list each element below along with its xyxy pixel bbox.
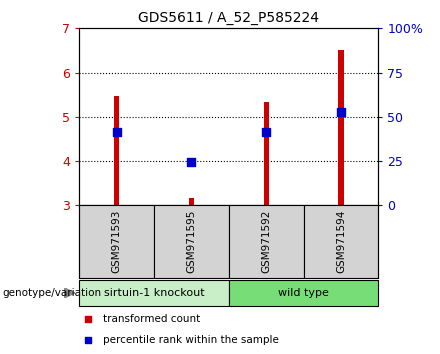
Bar: [229, 280, 378, 306]
Point: [188, 159, 195, 165]
Text: transformed count: transformed count: [103, 314, 200, 324]
Text: genotype/variation: genotype/variation: [2, 288, 101, 298]
Text: GSM971594: GSM971594: [336, 210, 346, 273]
Bar: [79, 205, 154, 278]
Text: GSM971592: GSM971592: [261, 210, 271, 273]
Bar: [154, 205, 229, 278]
Bar: [114, 96, 119, 205]
Point: [113, 130, 120, 135]
Text: GSM971595: GSM971595: [187, 210, 196, 273]
Point: [263, 130, 270, 135]
Bar: [304, 205, 378, 278]
Text: percentile rank within the sample: percentile rank within the sample: [103, 335, 279, 345]
Bar: [338, 51, 344, 205]
Bar: [189, 198, 194, 205]
Point: [84, 337, 92, 343]
Text: sirtuin-1 knockout: sirtuin-1 knockout: [104, 288, 204, 298]
Text: GSM971593: GSM971593: [112, 210, 121, 273]
Bar: [264, 102, 269, 205]
Title: GDS5611 / A_52_P585224: GDS5611 / A_52_P585224: [138, 11, 319, 24]
Polygon shape: [64, 287, 75, 298]
Point: [337, 109, 345, 114]
Point: [84, 316, 92, 321]
Text: wild type: wild type: [278, 288, 329, 298]
Bar: [79, 280, 229, 306]
Bar: [229, 205, 304, 278]
